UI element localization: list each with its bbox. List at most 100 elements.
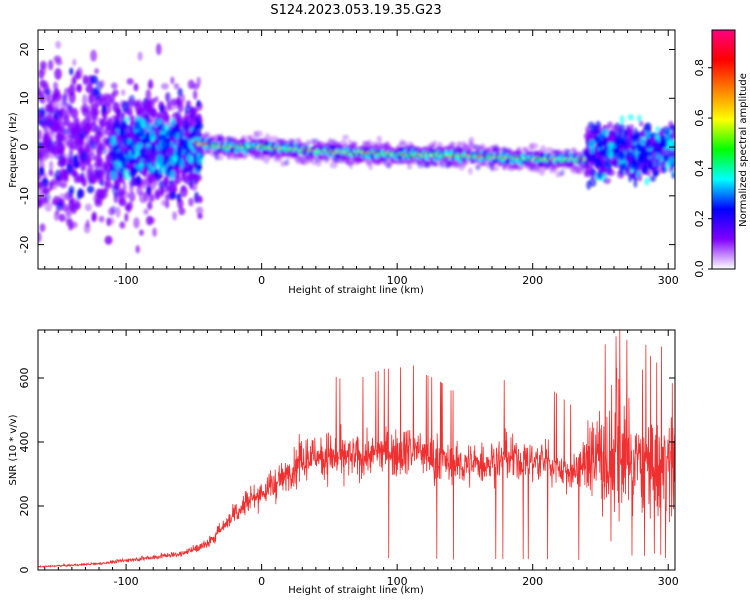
spectrogram-cell xyxy=(627,114,635,121)
spectrogram-cell xyxy=(83,222,91,234)
spectrogram-cell xyxy=(97,139,103,149)
spectrogram-cell xyxy=(649,175,657,182)
spectrogram-cell xyxy=(94,68,100,75)
spectrogram-cell xyxy=(625,145,630,155)
colorbar: 0.00.20.40.60.8 Normalized spectral ampl… xyxy=(693,29,749,278)
spectrogram-cell xyxy=(44,201,53,212)
colorbar-gradient xyxy=(711,29,736,270)
spectrogram-cell xyxy=(161,138,169,150)
spectrogram-cell xyxy=(130,166,138,176)
spectrogram-cell xyxy=(189,172,197,179)
spectrogram-cell xyxy=(54,68,62,80)
spectrogram-cell xyxy=(196,99,201,108)
spectrogram-cell xyxy=(625,155,633,163)
spectrogram-cell xyxy=(640,151,648,159)
spectrogram-cell xyxy=(52,182,58,190)
spectrogram-cell xyxy=(48,144,57,154)
spectrogram-x-tick-label: 100 xyxy=(387,274,408,287)
spectrogram-cell xyxy=(93,192,102,204)
spectrogram-cell xyxy=(163,185,169,194)
spectrogram-cell xyxy=(638,120,644,127)
spectrogram-cell xyxy=(126,78,134,85)
spectrogram-cell xyxy=(617,136,624,146)
spectrogram-cell xyxy=(151,108,157,119)
spectrogram-cell xyxy=(172,154,179,163)
spectrogram-cell xyxy=(133,83,139,92)
spectrogram-cell xyxy=(639,136,646,146)
spectrogram-cell xyxy=(89,117,97,125)
spectrogram-cell xyxy=(644,122,652,132)
spectrogram-cell xyxy=(660,160,667,168)
spectrogram-blobs xyxy=(38,40,675,254)
spectrogram-cell xyxy=(654,145,662,154)
spectrogram-y-tick-label: 20 xyxy=(18,43,31,57)
spectrogram-x-tick-label: 200 xyxy=(522,274,543,287)
spectrogram-cell xyxy=(609,158,617,166)
spectrogram-cell xyxy=(128,191,136,203)
spectrogram-cell xyxy=(601,128,609,137)
snr-x-tick-label: 200 xyxy=(522,575,543,588)
spectrogram-cell xyxy=(662,166,667,174)
spectrogram-cell xyxy=(671,128,675,138)
spectrogram-cell xyxy=(89,93,98,103)
spectrogram-cell xyxy=(39,223,46,233)
spectrogram-cell xyxy=(71,203,77,215)
spectrogram-cell xyxy=(181,173,188,182)
spectrogram-cell xyxy=(133,121,141,130)
snr-y-tick-label: 0 xyxy=(18,567,31,574)
spectrogram-cell xyxy=(39,166,45,176)
spectrogram-cell xyxy=(115,206,121,218)
spectrogram-x-tick-label: 0 xyxy=(258,274,265,287)
spectrogram-cell xyxy=(75,84,81,92)
spectrogram-cell xyxy=(71,118,78,126)
spectrogram-cell xyxy=(138,127,145,138)
colorbar-tick-label: 0.2 xyxy=(693,210,706,228)
spectrogram-cell xyxy=(342,134,350,140)
spectrogram-cell xyxy=(640,130,646,138)
spectrogram-cell xyxy=(86,185,95,194)
spectrogram-cell xyxy=(111,150,118,160)
spectrogram-cell xyxy=(59,181,68,189)
figure-title: S124.2023.053.19.35.G23 xyxy=(270,3,441,18)
spectrogram-cell xyxy=(155,154,164,166)
spectrogram-cell xyxy=(133,145,141,153)
spectrogram-cell xyxy=(38,181,42,188)
spectrogram-cell xyxy=(637,155,645,166)
spectrogram-cell xyxy=(58,213,66,222)
spectrogram-cell xyxy=(100,147,108,155)
spectrogram-cell xyxy=(195,175,200,184)
spectrogram-cell xyxy=(106,118,113,130)
spectrogram-cell xyxy=(585,151,591,162)
spectrogram-cell xyxy=(560,168,565,176)
spectrogram-cell xyxy=(179,157,185,170)
spectrogram-cell xyxy=(406,164,413,170)
spectrogram-cell xyxy=(48,169,54,177)
spectrogram-cell xyxy=(38,231,42,243)
spectrogram-cell xyxy=(619,123,626,133)
spectrogram-cell xyxy=(126,138,132,145)
spectrogram-cell xyxy=(254,130,263,137)
spectrogram-cell xyxy=(58,193,67,202)
spectrogram-y-tick-label: 0 xyxy=(18,144,31,151)
spectrogram-cell xyxy=(91,103,99,111)
spectrogram-cell xyxy=(368,164,373,170)
spectrogram-cell xyxy=(76,190,81,201)
spectrogram-cell xyxy=(475,165,481,171)
spectrogram-cell xyxy=(159,187,164,199)
spectrogram-cell xyxy=(80,173,85,185)
spectrogram-cell xyxy=(68,194,74,204)
spectrogram-cell xyxy=(169,178,174,185)
spectrogram-cell xyxy=(594,157,601,167)
spectrogram-cell xyxy=(347,139,353,145)
spectrogram-cell xyxy=(450,141,456,147)
spectrogram-cell xyxy=(589,155,596,162)
spectrogram-cell xyxy=(605,158,610,167)
spectrogram-cell xyxy=(147,81,154,90)
spectrogram-cell xyxy=(165,200,170,209)
spectrogram-cell xyxy=(59,167,67,178)
spectrogram-cell xyxy=(216,155,224,161)
spectrogram-cell xyxy=(56,125,63,132)
colorbar-tick-label: 0.4 xyxy=(693,160,706,178)
spectrogram-cell xyxy=(128,123,133,130)
spectrogram-cell xyxy=(97,176,103,185)
